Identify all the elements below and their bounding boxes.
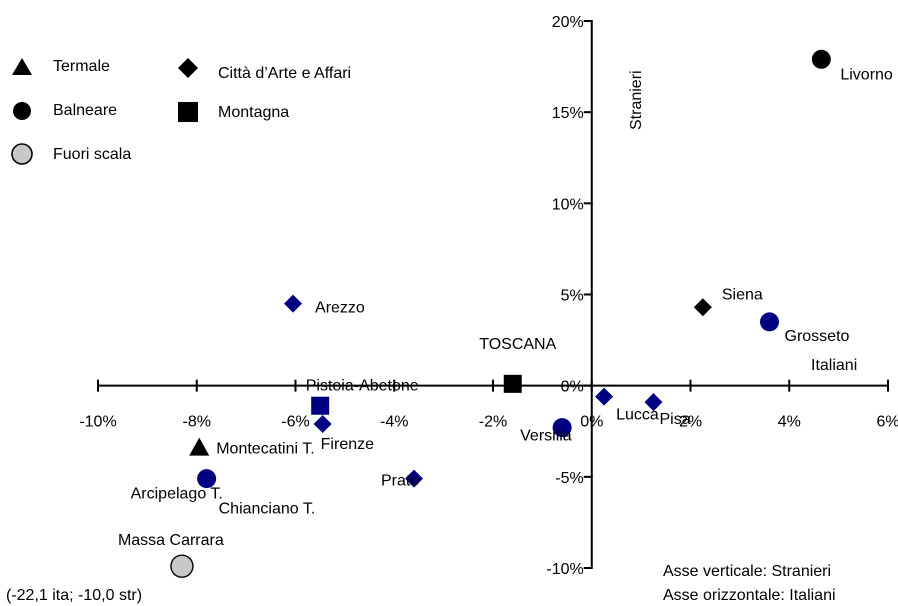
data-point: Chianciano T. <box>219 501 316 518</box>
legend-label: Termale <box>53 58 110 75</box>
point-marker-diamond <box>405 469 423 488</box>
x-tick-label: -2% <box>479 414 507 431</box>
y-tick-label: 0% <box>561 379 584 396</box>
triangle-marker-icon <box>12 58 32 75</box>
data-point: TOSCANA <box>479 336 557 393</box>
legend-label: Montagna <box>218 104 289 121</box>
point-marker-diamond <box>693 298 712 317</box>
legend-item-balneare: Balneare <box>13 102 117 120</box>
point-label: Livorno <box>840 66 893 83</box>
x-tick-label: -8% <box>183 414 211 431</box>
x-tick-label: -4% <box>380 414 408 431</box>
x-tick-label: -10% <box>79 414 116 431</box>
data-point: Montecatini T. <box>189 437 315 458</box>
y-axis-label: Stranieri <box>628 70 645 130</box>
point-label: TOSCANA <box>479 336 556 353</box>
data-point: Livorno <box>811 49 893 83</box>
data-point: Arcipelago T. <box>131 469 223 503</box>
x-axis-label: Italiani <box>811 357 857 374</box>
y-tick-label: 15% <box>552 105 584 122</box>
point-marker-diamond <box>284 294 303 313</box>
data-point: Pistoia-Abetone <box>306 378 419 415</box>
point-label: Prato <box>381 473 419 490</box>
data-point: Massa Carrara <box>118 532 224 578</box>
point-label: Grosseto <box>785 328 850 345</box>
point-marker-diamond <box>313 414 332 433</box>
y-tick-label: -5% <box>555 470 583 487</box>
x-tick-label: 0% <box>580 414 603 431</box>
data-points: Livorno Siena Grosseto Arezzo TOSCANA Pistoia… <box>118 49 893 578</box>
data-point: Arezzo <box>284 294 365 317</box>
square-marker-icon <box>178 102 198 122</box>
point-label: Lucca <box>616 407 659 424</box>
data-point: Firenze <box>313 414 374 453</box>
legend: Termale Balneare Fuori scala Città d’Art… <box>11 58 351 165</box>
point-label: Versilia <box>520 428 572 445</box>
axis-note-vertical: Asse verticale: Stranieri <box>663 563 831 580</box>
point-marker-triangle <box>189 437 210 456</box>
point-marker-circle <box>552 418 572 438</box>
data-point: Lucca <box>595 387 659 424</box>
point-label: Montecatini T. <box>216 441 314 458</box>
point-marker-circle <box>170 554 194 578</box>
data-point: Pisa <box>644 393 691 428</box>
axes: -10% -8% -6% -4% -2% 0% 2% 4% 6% -10% -5% 0% 5% 10% 15… <box>79 14 898 578</box>
point-label: Massa Carrara <box>118 532 224 549</box>
data-point: Versilia <box>520 418 572 445</box>
legend-label: Fuori scala <box>53 146 131 163</box>
data-point: Siena <box>693 286 763 317</box>
legend-item-termale: Termale <box>12 58 110 75</box>
point-label: Firenze <box>321 436 374 453</box>
point-marker-diamond <box>644 393 663 412</box>
point-label: Siena <box>722 286 763 303</box>
data-point: Prato <box>381 469 423 490</box>
point-marker-diamond <box>595 387 614 406</box>
point-marker-circle <box>197 469 217 489</box>
legend-item-fuori-scala: Fuori scala <box>11 143 131 165</box>
axis-note-horizontal: Asse orizzontale: Italiani <box>663 587 836 604</box>
point-marker-square <box>503 374 522 393</box>
y-tick-label: 5% <box>561 288 584 305</box>
x-tick-label: -6% <box>281 414 309 431</box>
point-marker-circle <box>811 49 831 69</box>
y-tick-label: 20% <box>552 14 584 31</box>
point-marker-square <box>311 396 330 415</box>
legend-item-citta-arte: Città d’Arte e Affari <box>178 58 351 82</box>
legend-label: Balneare <box>53 102 117 119</box>
data-point: Grosseto <box>760 312 850 345</box>
circle-marker-icon <box>13 102 31 120</box>
circle-outline-marker-icon <box>11 143 33 165</box>
point-label: Pistoia-Abetone <box>306 378 419 395</box>
y-tick-label: 10% <box>552 196 584 213</box>
out-of-scale-note: (-22,1 ita; -10,0 str) <box>6 587 142 604</box>
legend-item-montagna: Montagna <box>178 102 289 122</box>
x-tick-label: 2% <box>679 414 702 431</box>
point-label: Arcipelago T. <box>131 486 223 503</box>
y-tick-label: -10% <box>546 561 583 578</box>
x-tick-label: 4% <box>778 414 801 431</box>
x-tick-label: 6% <box>876 414 898 431</box>
point-label: Arezzo <box>315 300 365 317</box>
point-label: Chianciano T. <box>219 501 316 518</box>
legend-label: Città d’Arte e Affari <box>218 65 351 82</box>
point-label: Pisa <box>659 411 690 428</box>
point-marker-circle <box>760 312 779 332</box>
diamond-marker-icon <box>178 58 198 78</box>
